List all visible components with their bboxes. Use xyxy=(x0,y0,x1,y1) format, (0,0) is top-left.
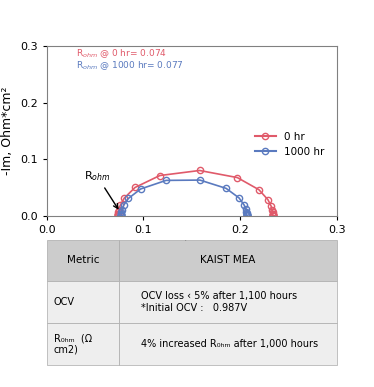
0 hr xyxy=(257,187,261,192)
0 hr xyxy=(157,173,162,178)
1000 hr xyxy=(119,213,123,217)
0 hr xyxy=(235,175,240,180)
1000 hr xyxy=(245,212,249,217)
0 hr xyxy=(116,213,120,217)
Y-axis label: -Im, Ohm*cm²: -Im, Ohm*cm² xyxy=(1,87,15,175)
1000 hr xyxy=(245,213,249,217)
1000 hr xyxy=(119,210,124,214)
1000 hr xyxy=(126,196,131,201)
0 hr xyxy=(116,212,120,217)
Line: 0 hr: 0 hr xyxy=(115,167,276,219)
0 hr xyxy=(122,196,126,200)
1000 hr xyxy=(242,203,246,207)
1000 hr xyxy=(245,213,249,218)
0 hr xyxy=(270,213,275,218)
0 hr xyxy=(197,168,202,173)
1000 hr xyxy=(119,211,123,216)
X-axis label: Re, Ohm*cm²: Re, Ohm*cm² xyxy=(150,240,234,253)
1000 hr xyxy=(224,186,228,191)
Text: R$_{ohm}$: R$_{ohm}$ xyxy=(84,169,118,209)
1000 hr xyxy=(122,203,126,207)
1000 hr xyxy=(164,178,168,183)
1000 hr xyxy=(244,210,249,214)
0 hr xyxy=(269,204,273,209)
0 hr xyxy=(116,210,121,214)
1000 hr xyxy=(119,212,123,217)
Line: 1000 hr: 1000 hr xyxy=(118,177,250,219)
1000 hr xyxy=(237,195,241,200)
Text: R$_{ohm}$ @ 1000 hr= 0.077: R$_{ohm}$ @ 1000 hr= 0.077 xyxy=(76,59,184,72)
1000 hr xyxy=(198,178,202,182)
0 hr xyxy=(270,211,275,216)
1000 hr xyxy=(245,212,249,217)
Text: R$_{ohm}$ @ 0 hr= 0.074: R$_{ohm}$ @ 0 hr= 0.074 xyxy=(76,48,167,60)
0 hr xyxy=(270,213,275,217)
0 hr xyxy=(116,213,120,217)
0 hr xyxy=(117,207,121,212)
0 hr xyxy=(270,208,275,212)
1000 hr xyxy=(119,213,123,217)
1000 hr xyxy=(245,213,249,218)
1000 hr xyxy=(245,213,249,218)
0 hr xyxy=(270,212,275,217)
0 hr xyxy=(270,213,275,217)
0 hr xyxy=(270,213,275,218)
1000 hr xyxy=(119,212,123,217)
0 hr xyxy=(133,185,137,190)
1000 hr xyxy=(120,207,124,212)
1000 hr xyxy=(244,211,249,216)
Legend: 0 hr, 1000 hr: 0 hr, 1000 hr xyxy=(251,128,328,161)
1000 hr xyxy=(119,213,123,218)
0 hr xyxy=(270,212,275,217)
0 hr xyxy=(116,212,120,217)
0 hr xyxy=(266,197,270,202)
0 hr xyxy=(118,203,123,207)
0 hr xyxy=(116,213,120,218)
1000 hr xyxy=(138,187,143,191)
0 hr xyxy=(270,210,275,215)
1000 hr xyxy=(245,213,249,217)
0 hr xyxy=(116,211,120,216)
1000 hr xyxy=(243,207,248,212)
